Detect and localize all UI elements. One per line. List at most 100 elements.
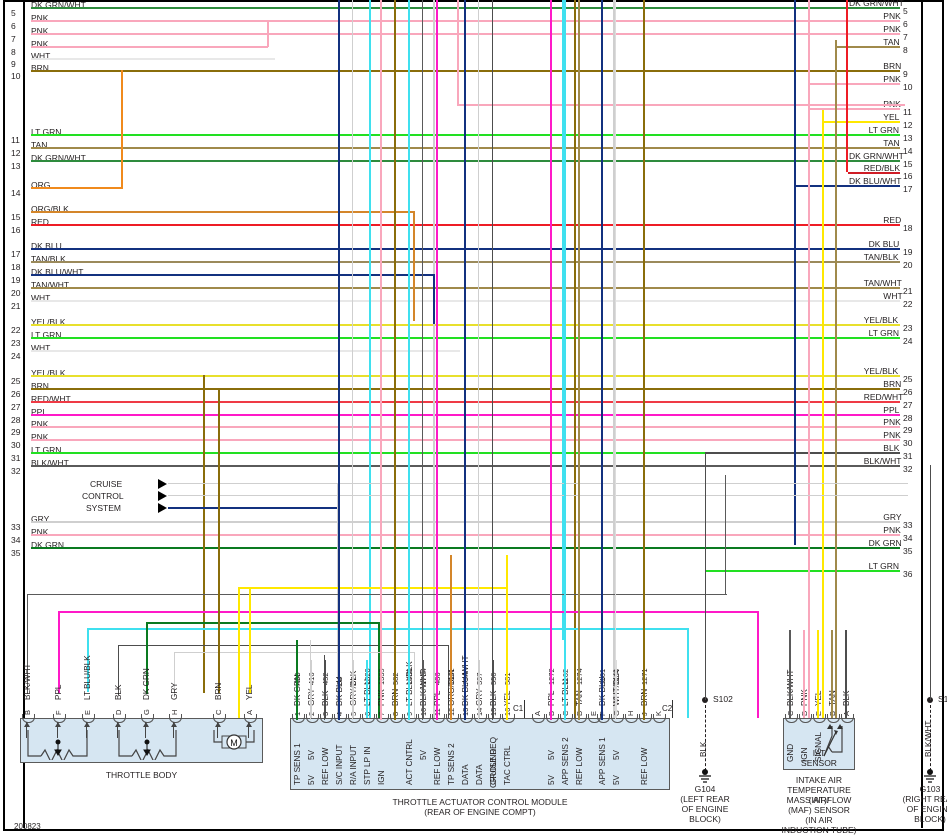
wire-segment <box>506 555 508 720</box>
tac-c1-pin-socket <box>306 714 319 723</box>
wire-segment <box>835 40 837 718</box>
wire-segment <box>394 0 396 720</box>
left-terminal-label: TAN <box>31 140 48 150</box>
throttle-body-wire-color: DK GRN <box>142 668 151 700</box>
right-terminal-label: YEL/BLK <box>863 315 899 325</box>
left-terminal-number: 19 <box>11 275 21 285</box>
ground-location-line: BLOCK) <box>914 814 946 824</box>
wire-segment <box>457 104 905 106</box>
tac-c1-pin-function: S/C INPUT <box>335 744 344 786</box>
tac-c2-pin-function: 5V <box>612 774 621 785</box>
wire-segment <box>808 0 810 718</box>
ground-location-line: OF ENGINE <box>906 804 947 814</box>
cruise-control-label-line2: CONTROL <box>82 491 124 501</box>
iat-sensor-caption-line: MASS AIRFLOW <box>786 795 852 805</box>
wire-segment <box>578 0 580 720</box>
wire-segment <box>146 622 378 624</box>
right-terminal-number: 32 <box>903 464 913 474</box>
wire-segment <box>57 722 59 738</box>
right-terminal-label: BLK/WHT <box>863 456 902 466</box>
left-terminal-label: DK GRN/WHT <box>31 0 86 10</box>
right-terminal-number: 10 <box>903 82 913 92</box>
throttle-body-wire-color: BLK/WHT <box>23 663 32 700</box>
tp-sensor-1-symbol <box>27 730 88 760</box>
tac-c1-pin-function: 5V <box>307 774 316 785</box>
wire-segment <box>524 700 526 718</box>
tp-sensor-2-symbol <box>118 730 177 760</box>
right-terminal-number: 35 <box>903 546 913 556</box>
left-terminal-label: WHT <box>31 51 51 61</box>
right-terminal-label: BRN <box>883 379 902 389</box>
wire-segment <box>450 555 452 720</box>
wire-segment <box>168 507 338 509</box>
right-terminal-number: 8 <box>903 45 908 55</box>
left-terminal-number: 21 <box>11 301 21 311</box>
wire-segment <box>794 0 796 545</box>
left-terminal-number: 16 <box>11 225 21 235</box>
wire-segment <box>248 722 250 738</box>
left-terminal-number: 23 <box>11 338 21 348</box>
right-terminal-number: 30 <box>903 438 913 448</box>
right-bus-bar <box>921 2 923 828</box>
left-terminal-label: YEL/BLK <box>31 368 66 378</box>
tac-c2-pin-socket <box>611 714 624 723</box>
tac-c1-pin-socket <box>376 714 389 723</box>
right-terminal-number: 28 <box>903 413 913 423</box>
left-terminal-number: 15 <box>11 212 21 222</box>
wire-segment <box>31 46 268 48</box>
tac-connector-c2-label: C2 <box>662 704 673 713</box>
tac-c1-pin-socket <box>502 714 515 723</box>
tac-c2-pin-socket <box>639 714 652 723</box>
tac-c1-pin-socket <box>362 714 375 723</box>
tac-c1-pin-function: IGN <box>377 770 386 785</box>
tac-c2-pin-function: REF LOW <box>575 747 584 785</box>
right-terminal-number: 26 <box>903 387 913 397</box>
wire-segment <box>831 630 833 718</box>
right-terminal-number: 13 <box>903 133 913 143</box>
right-terminal-label: BLK <box>883 443 900 453</box>
left-terminal-label: PNK <box>31 419 49 429</box>
right-terminal-label: TAN <box>883 37 900 47</box>
iat-sensor-caption-line: TEMPERATURE (IAT)/ <box>787 785 851 805</box>
wire-segment <box>31 211 415 213</box>
wire-segment <box>249 587 251 693</box>
wire-segment <box>672 700 674 718</box>
left-terminal-label: LT GRN <box>31 127 62 137</box>
left-terminal-number: 8 <box>11 47 16 57</box>
left-terminal-label: WHT <box>31 293 51 303</box>
left-terminal-label: DK BLU <box>31 241 62 251</box>
wire-segment <box>267 20 269 47</box>
iat-sensor-caption-line: (IN AIR <box>805 815 833 825</box>
left-terminal-number: 17 <box>11 249 21 259</box>
left-terminal-number: 30 <box>11 440 21 450</box>
tac-c1-pin-socket <box>292 714 305 723</box>
left-terminal-label: TAN/WHT <box>31 280 70 290</box>
ground-symbol <box>699 769 711 783</box>
wire-segment <box>414 652 416 718</box>
wire-segment <box>121 70 123 188</box>
right-terminal-label: DK GRN/WHT <box>849 0 904 8</box>
wire-segment <box>174 652 414 654</box>
left-terminal-label: DK BLU/WHT <box>31 267 84 277</box>
left-terminal-label: LT GRN <box>31 330 62 340</box>
wire-segment <box>836 46 900 48</box>
right-terminal-number: 24 <box>903 336 913 346</box>
right-terminal-number: 20 <box>903 260 913 270</box>
right-terminal-label: TAN/BLK <box>863 252 899 262</box>
tac-c1-pin-socket <box>418 714 431 723</box>
wire-segment <box>378 622 380 718</box>
tac-c1-pin2-5v: 5V <box>307 749 316 760</box>
tac-c2-pin-socket <box>546 714 559 723</box>
wire-segment <box>118 645 448 647</box>
left-terminal-label: ORG <box>31 180 51 190</box>
right-terminal-label: LT GRN <box>868 561 899 571</box>
ground-wire-color: BLK/WHT <box>924 720 933 757</box>
right-terminal-label: TAN/WHT <box>863 278 902 288</box>
tac-c2-pin-socket <box>574 714 587 723</box>
wire-segment <box>408 0 410 720</box>
wire-segment <box>31 58 275 60</box>
right-terminal-label: RED <box>883 215 902 225</box>
wire-segment <box>324 655 326 720</box>
wire-segment <box>27 594 727 596</box>
wire-segment <box>574 0 576 718</box>
